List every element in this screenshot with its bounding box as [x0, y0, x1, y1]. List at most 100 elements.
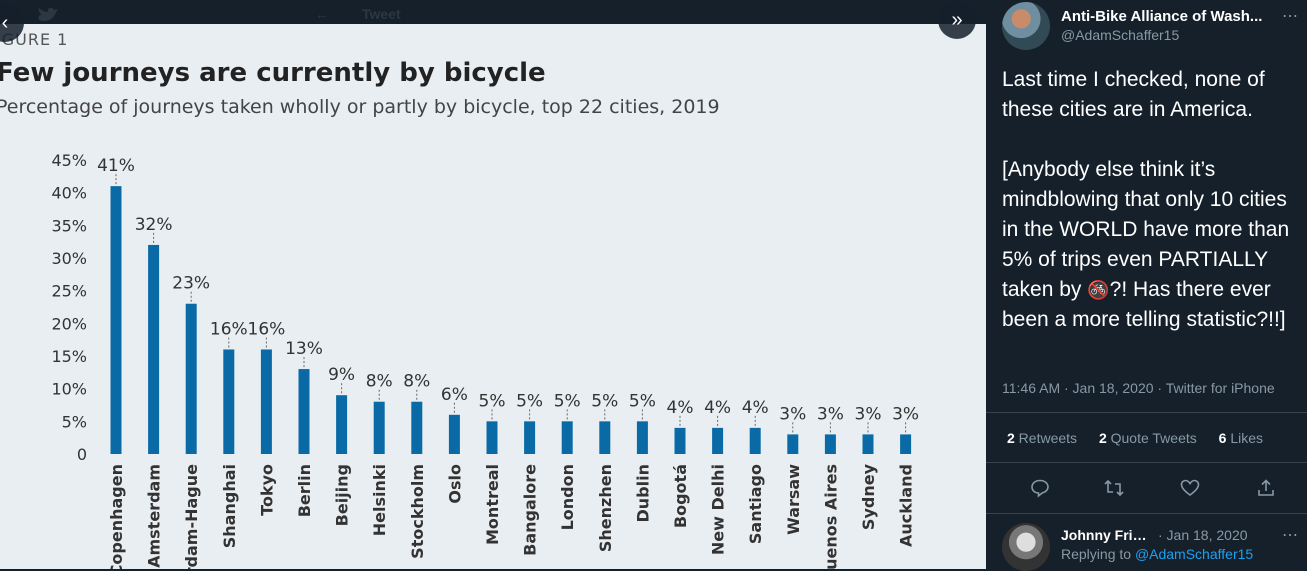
y-tick-label: 10%	[51, 380, 87, 399]
share-icon	[1258, 479, 1274, 496]
bar-data-label: 3%	[817, 404, 844, 424]
bar-data-label: 5%	[479, 391, 506, 411]
replying-to: Replying to @AdamSchaffer15	[1061, 546, 1253, 562]
x-category-label: New Delhi	[709, 464, 728, 555]
heart-icon	[1180, 479, 1200, 496]
bar-data-label: 3%	[892, 404, 919, 424]
bar-data-label: 3%	[855, 404, 882, 424]
reply-tweet[interactable]: Johnny Frien... · Jan 18, 2020 Replying …	[986, 515, 1307, 571]
replying-to-label: Replying to	[1061, 546, 1135, 562]
x-category-label: Berlin	[295, 464, 314, 517]
x-category-label: Bogotá	[671, 464, 690, 528]
bar	[712, 427, 724, 454]
tweet-text: Last time I checked, none of these citie…	[1002, 65, 1302, 335]
bar	[185, 303, 197, 454]
x-category-label: Beijing	[333, 464, 352, 526]
tweet-actions	[986, 470, 1307, 506]
x-category-label: Bangalore	[521, 464, 540, 556]
bar	[599, 421, 611, 454]
x-category-label: Montreal	[483, 464, 502, 545]
x-category-label: London	[558, 464, 577, 530]
figure-subtitle: Percentage of journeys taken wholly or p…	[0, 96, 720, 118]
bar-data-label: 23%	[172, 274, 210, 294]
x-category-label: Warsaw	[784, 464, 803, 535]
quote-tweets-stat[interactable]: 2 Quote Tweets	[1098, 430, 1197, 446]
bar	[223, 349, 235, 454]
bar	[411, 401, 423, 454]
divider	[986, 513, 1307, 514]
bar	[260, 349, 272, 454]
bar	[900, 434, 912, 454]
x-category-label: Shanghai	[220, 464, 239, 548]
tweet-source[interactable]: Twitter for iPhone	[1165, 380, 1275, 396]
bar	[674, 427, 686, 454]
x-category-label: Dublin	[633, 464, 652, 522]
tweet-text-part1: Last time I checked, none of these citie…	[1002, 68, 1290, 301]
bar	[110, 186, 122, 454]
y-tick-label: 0	[77, 445, 87, 464]
bar-data-label: 4%	[742, 398, 769, 418]
y-tick-label: 35%	[51, 216, 87, 235]
expand-panel-button[interactable]: »	[938, 1, 976, 39]
replying-to-handle[interactable]: @AdamSchaffer15	[1134, 546, 1254, 562]
bar-data-label: 8%	[403, 372, 430, 392]
share-button[interactable]	[1248, 470, 1284, 506]
chart-figure: IGURE 1 Few journeys are currently by bi…	[0, 24, 986, 569]
bar	[787, 434, 799, 454]
bar	[448, 414, 460, 454]
divider	[986, 412, 1307, 413]
x-category-label: Helsinki	[370, 464, 389, 536]
reply-more-options-icon[interactable]: ⋯	[1282, 527, 1298, 544]
bar	[862, 434, 874, 454]
reply-avatar[interactable]	[1002, 523, 1050, 571]
tweet-meta: 11:46 AM · Jan 18, 2020 · Twitter for iP…	[1002, 380, 1275, 396]
x-category-label: Santiago	[746, 464, 765, 544]
bar-data-label: 5%	[516, 391, 543, 411]
tweet-time[interactable]: 11:46 AM · Jan 18, 2020	[1002, 380, 1154, 396]
reply-button[interactable]	[1022, 470, 1058, 506]
bar-data-label: 16%	[248, 319, 286, 339]
double-chevron-right-icon: »	[951, 8, 963, 31]
y-tick-label: 40%	[51, 184, 87, 203]
bar-data-label: 8%	[366, 372, 393, 392]
bar	[824, 434, 836, 454]
bar-data-label: 5%	[554, 391, 581, 411]
bar	[524, 421, 536, 454]
bar	[373, 401, 385, 454]
more-options-icon[interactable]: ⋯	[1282, 8, 1298, 25]
x-category-label: rdam-Hague	[182, 464, 201, 569]
likes-stat[interactable]: 6 Likes	[1218, 430, 1264, 446]
reply-date[interactable]: · Jan 18, 2020	[1158, 527, 1248, 543]
bar	[486, 421, 498, 454]
no-bicycles-emoji: 🚳	[1087, 280, 1110, 300]
bar-data-label: 4%	[704, 398, 731, 418]
author-name[interactable]: Anti-Bike Alliance of Wash...	[1061, 8, 1263, 25]
bar-data-label: 13%	[285, 339, 323, 359]
x-category-label: Copenhagen	[107, 464, 126, 569]
retweets-stat[interactable]: 2 Retweets	[1007, 430, 1078, 446]
x-category-label: Oslo	[445, 464, 464, 504]
like-button[interactable]	[1172, 470, 1208, 506]
reply-author-name[interactable]: Johnny Frien...	[1061, 527, 1151, 543]
bar-data-label: 5%	[591, 391, 618, 411]
reply-icon	[1031, 479, 1049, 498]
tweet-text-part2: ?! Has there ever been a more telling st…	[1002, 278, 1286, 331]
y-tick-label: 30%	[51, 249, 87, 268]
retweet-icon	[1104, 479, 1124, 497]
back-arrow-icon: ←	[315, 6, 329, 22]
chevron-left-icon: ‹	[1, 11, 9, 34]
bar-data-label: 3%	[779, 404, 806, 424]
bar-chart: 0 5% 10% 15% 20% 25% 30% 35% 40% 45% 41% Copenhagen…	[51, 151, 919, 569]
meta-separator: ·	[1153, 380, 1166, 396]
twitter-bird-icon	[36, 6, 60, 27]
y-tick-label: 20%	[51, 314, 87, 333]
bar-data-label: 32%	[135, 215, 173, 235]
bar-data-label: 16%	[210, 319, 248, 339]
figure-title: Few journeys are currently by bicycle	[0, 58, 546, 88]
retweet-button[interactable]	[1096, 470, 1132, 506]
bar	[148, 244, 160, 454]
author-avatar[interactable]	[1002, 2, 1050, 50]
bar	[561, 421, 573, 454]
y-tick-label: 25%	[51, 282, 87, 301]
author-handle[interactable]: @AdamSchaffer15	[1061, 27, 1180, 43]
